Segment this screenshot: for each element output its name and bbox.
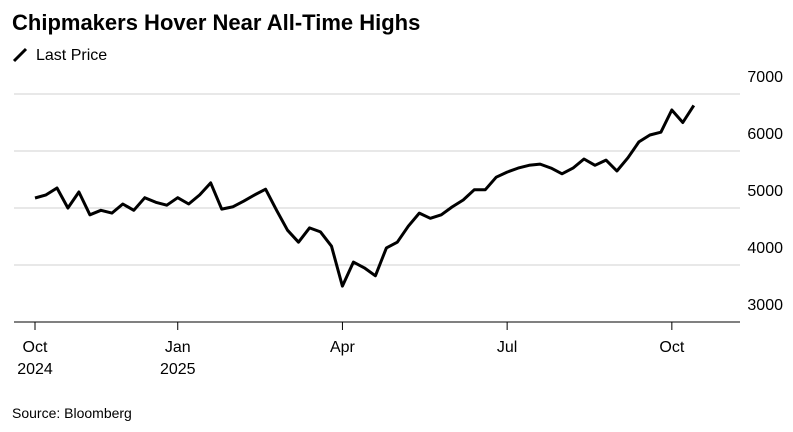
- x-tick-label: Oct: [23, 339, 48, 356]
- y-tick-label: 7000: [747, 69, 783, 86]
- x-tick-label: Apr: [330, 339, 356, 356]
- y-tick-label: 5000: [747, 183, 783, 200]
- chart-title: Chipmakers Hover Near All-Time Highs: [12, 10, 420, 35]
- y-tick-label: 6000: [747, 126, 783, 143]
- x-tick-label: Oct: [659, 339, 684, 356]
- x-tick-label: Jul: [497, 339, 517, 356]
- x-tick-year: 2025: [160, 361, 196, 378]
- legend-label: Last Price: [36, 47, 107, 64]
- y-tick-label: 4000: [747, 240, 783, 257]
- source: Source: Bloomberg: [12, 405, 132, 421]
- x-tick-year: 2024: [17, 361, 53, 378]
- x-tick-label: Jan: [165, 339, 191, 356]
- price-line: [34, 104, 696, 288]
- y-tick-label: 3000: [747, 297, 783, 314]
- legend-swatch: [12, 47, 28, 63]
